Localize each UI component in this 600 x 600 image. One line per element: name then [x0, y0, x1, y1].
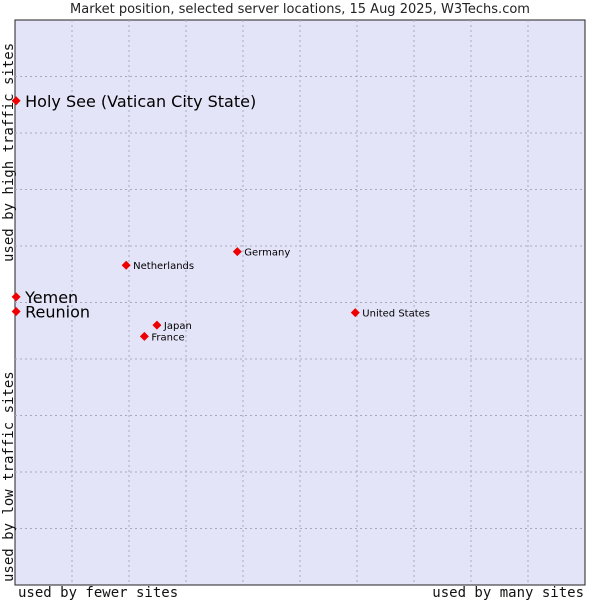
- point-label-netherlands: Netherlands: [133, 261, 194, 272]
- x-axis-label-right: used by many sites: [432, 585, 584, 600]
- point-marker-united-states: [350, 308, 360, 318]
- point-label-germany: Germany: [244, 248, 290, 259]
- point-marker-netherlands: [121, 260, 131, 270]
- point-label-reunion: Reunion: [25, 303, 90, 322]
- point-label-holy-see-vatican-city-state: Holy See (Vatican City State): [25, 92, 256, 111]
- point-label-japan: Japan: [163, 321, 192, 332]
- y-axis-label-top: used by high traffic sites: [1, 43, 17, 262]
- y-axis-label-bottom: used by low traffic sites: [1, 371, 17, 582]
- point-marker-france: [139, 331, 149, 341]
- point-marker-holy-see-vatican-city-state: [11, 96, 21, 106]
- point-label-yemen: Yemen: [24, 288, 78, 307]
- x-axis-label-left: used by fewer sites: [18, 585, 178, 600]
- grid-lines: [15, 20, 585, 585]
- data-points: Holy See (Vatican City State) Germany Neth…: [11, 92, 430, 343]
- point-marker-germany: [232, 247, 242, 257]
- point-label-united-states: United States: [362, 309, 430, 320]
- point-label-france: France: [151, 332, 184, 343]
- point-marker-reunion: [11, 307, 21, 317]
- chart-title: Market position, selected server locatio…: [70, 2, 530, 17]
- point-marker-yemen: [11, 292, 21, 302]
- point-marker-japan: [152, 320, 162, 330]
